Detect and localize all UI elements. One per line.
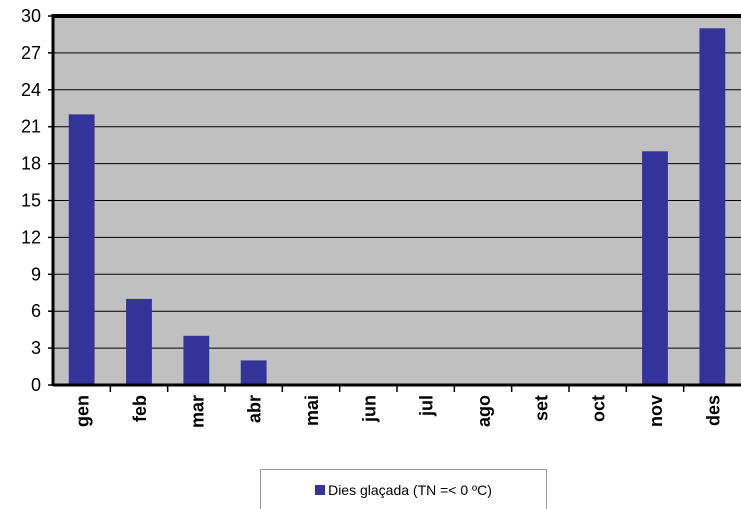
bar-feb xyxy=(126,298,152,385)
y-tick-label: 24 xyxy=(21,80,41,100)
y-tick-label: 12 xyxy=(21,227,41,247)
y-tick-label: 3 xyxy=(31,338,41,358)
x-tick-label-set: set xyxy=(531,395,551,421)
y-tick-label: 21 xyxy=(21,117,41,137)
x-tick-label-oct: oct xyxy=(589,395,609,422)
y-tick-label: 9 xyxy=(31,264,41,284)
y-axis-tick-labels: 0 3 6 9 12 15 18 21 24 27 30 xyxy=(21,6,41,395)
x-tick-label-abr: abr xyxy=(245,395,265,423)
y-tick-label: 30 xyxy=(21,6,41,26)
bars xyxy=(68,28,726,386)
y-tick-label: 18 xyxy=(21,154,41,174)
legend: Dies glaçada (TN =< 0 ºC) xyxy=(260,469,547,509)
bar-mar xyxy=(183,335,210,385)
x-tick-label-nov: nov xyxy=(646,395,666,427)
x-tick-label-feb: feb xyxy=(130,395,150,422)
y-tick-label: 0 xyxy=(31,375,41,395)
bar-des xyxy=(699,28,726,386)
y-tick-label: 15 xyxy=(21,191,41,211)
y-tick-label: 6 xyxy=(31,301,41,321)
x-tick-label-ago: ago xyxy=(474,395,494,427)
x-tick-label-gen: gen xyxy=(73,395,93,427)
grid-lines xyxy=(53,52,741,349)
x-tick-label-jul: jul xyxy=(417,395,437,417)
legend-label: Dies glaçada (TN =< 0 ºC) xyxy=(328,481,492,498)
bar-nov xyxy=(642,151,668,385)
x-axis-tick-labels: gen feb mar abr mai jun jul ago set oct nov des xyxy=(73,395,724,428)
bar-abr xyxy=(240,360,267,385)
x-axis-tick-marks xyxy=(109,385,685,392)
y-tick-label: 27 xyxy=(21,43,41,63)
x-tick-label-mar: mar xyxy=(187,395,207,428)
x-tick-label-jun: jun xyxy=(359,395,379,423)
x-tick-label-des: des xyxy=(703,395,723,426)
x-tick-label-mai: mai xyxy=(302,395,322,426)
legend-swatch xyxy=(315,484,326,495)
y-axis-tick-marks xyxy=(48,15,53,386)
bar-gen xyxy=(68,114,95,386)
